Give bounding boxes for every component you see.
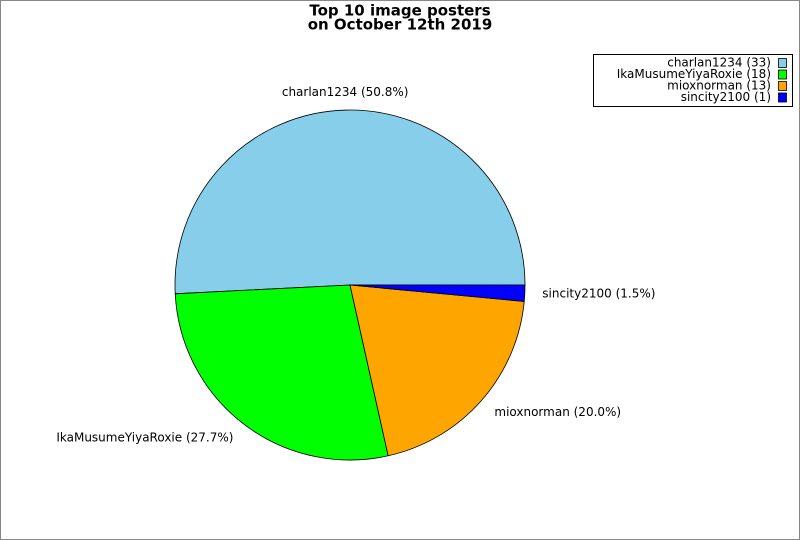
pie-slice — [349, 284, 526, 302]
legend-label: sincity2100 (1) — [681, 90, 771, 104]
slice-label: sincity2100 (1.5%) — [542, 287, 655, 301]
pie-slice — [174, 284, 389, 461]
legend-swatch — [778, 69, 787, 80]
legend-label: IkaMusumeYiyaRoxie (18) — [617, 67, 771, 81]
legend-label: mioxnorman (13) — [667, 79, 771, 93]
chart-title: on October 12th 2019 — [308, 16, 493, 34]
slice-label: mioxnorman (20.0%) — [494, 405, 621, 419]
legend-label: charlan1234 (33) — [667, 56, 771, 70]
legend-swatch — [778, 58, 787, 68]
slice-label: IkaMusumeYiyaRoxie (27.7%) — [56, 431, 233, 445]
legend-box — [593, 54, 793, 107]
pie-slice — [349, 284, 525, 457]
slice-label: charlan1234 (50.8%) — [282, 85, 409, 99]
chart-title: Top 10 image posters — [309, 2, 490, 20]
legend-swatch — [778, 92, 787, 103]
pie-slice — [174, 109, 526, 295]
legend-swatch — [778, 81, 787, 91]
